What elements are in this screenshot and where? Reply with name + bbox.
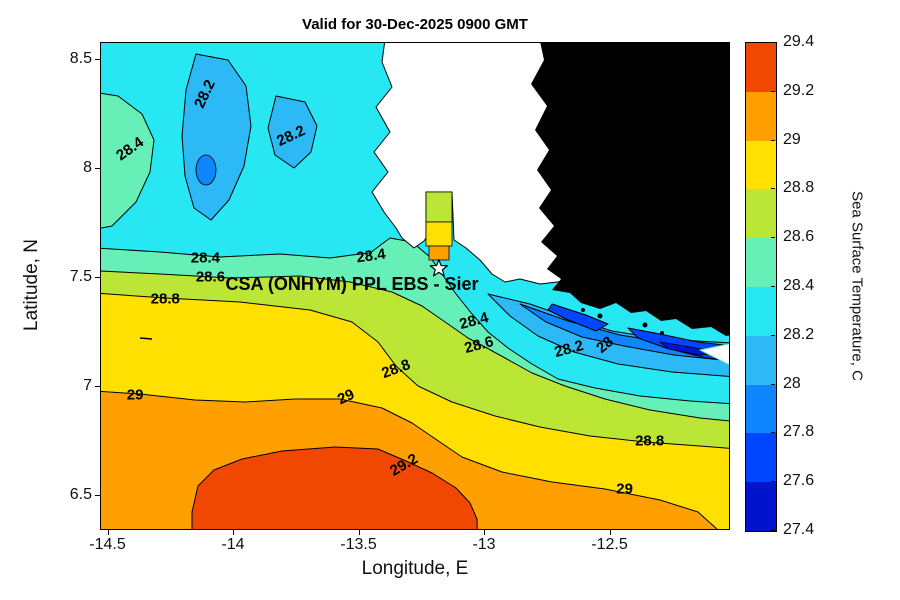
corner-region-28-4	[100, 92, 155, 229]
colorbar-tick-mark	[771, 383, 775, 385]
colorbar-tick-label: 27.6	[783, 472, 815, 490]
contour-label: 28.8	[150, 290, 180, 308]
colorbar-tick-label: 29	[783, 130, 801, 148]
y-tick-label: 8.5	[69, 50, 92, 68]
contour-label: 28.8	[635, 432, 665, 450]
colorbar-segment	[746, 433, 776, 483]
colorbar-tick-mark	[771, 237, 775, 239]
cool-blob-a-core	[195, 154, 217, 186]
x-tick-label: -12.5	[591, 536, 628, 553]
land-islet	[660, 331, 664, 335]
x-tick-mark	[107, 530, 109, 535]
colorbar-tick-mark	[771, 188, 775, 190]
x-tick-mark	[233, 530, 235, 535]
tiny-contour-speck	[139, 337, 153, 340]
colorbar-segment	[746, 238, 776, 287]
contour-label: 28.4	[355, 245, 387, 266]
x-tick-mark	[484, 530, 486, 535]
figure-title: Valid for 30-Dec-2025 0900 GMT	[302, 16, 528, 33]
x-tick-label: -14	[221, 536, 245, 553]
colorbar-tick-label: 27.8	[783, 423, 815, 441]
colorbar-tick-mark	[771, 530, 775, 531]
colorbar-segment	[746, 189, 776, 239]
colorbar-tick-mark	[771, 432, 775, 434]
colorbar-segment	[746, 287, 776, 336]
contour-label: 29	[126, 386, 144, 404]
colorbar-tick-label: 29.4	[783, 33, 815, 50]
colorbar-segment	[746, 43, 776, 92]
land-mask	[531, 42, 730, 336]
contour-label: 29	[616, 480, 633, 498]
colorbar-tick-label: 29.2	[783, 81, 815, 99]
y-tick-mark	[95, 168, 100, 170]
x-tick-mark	[609, 530, 611, 535]
colorbar-tick-mark	[771, 42, 775, 43]
colorbar-tick-label: 27.4	[783, 521, 815, 538]
y-tick-label: 7	[83, 377, 92, 395]
map-annotation: CSA (ONHYM) PPL EBS - Sier	[225, 274, 478, 294]
strip-band-28-8	[425, 221, 453, 247]
x-tick-mark	[358, 530, 360, 535]
colorbar-tick-mark	[771, 334, 775, 336]
y-tick-label: 7.5	[69, 268, 92, 286]
strip-band-29	[428, 245, 450, 261]
region-below-27-8-b	[547, 303, 609, 332]
colorbar-segment	[746, 335, 776, 385]
no-data-wedge	[699, 343, 730, 366]
strip-band-28-6	[425, 191, 453, 223]
colorbar-tick-mark	[771, 139, 775, 141]
contour-label: 28.4	[190, 249, 221, 267]
x-tick-label: -13.5	[340, 536, 377, 553]
sst-contour-map: CSA (ONHYM) PPL EBS - Sier	[100, 42, 730, 530]
y-tick-label: 6.5	[69, 486, 92, 504]
plot-border	[100, 42, 730, 530]
x-tick-label: -13	[472, 536, 496, 553]
colorbar-tick-mark	[771, 286, 775, 287]
colorbar-segment	[746, 384, 776, 434]
y-tick-label: 8	[83, 159, 92, 177]
colorbar	[745, 42, 777, 532]
cool-blob-b	[267, 95, 318, 169]
colorbar-segment	[746, 140, 776, 190]
colorbar-segment	[746, 482, 776, 531]
colorbar-tick-mark	[771, 481, 775, 483]
colorbar-label: Sea Surface Temperature, C	[848, 191, 866, 381]
plot-area: CSA (ONHYM) PPL EBS - Sier	[100, 42, 730, 530]
y-tick-mark	[95, 386, 100, 388]
land-islet	[642, 322, 648, 328]
colorbar-segment	[746, 91, 776, 141]
colorbar-tick-label: 28.8	[783, 179, 815, 197]
colorbar-tick-label: 28.6	[783, 228, 815, 246]
no-data-region	[371, 42, 567, 285]
station-star-icon	[429, 258, 449, 277]
y-tick-mark	[95, 277, 100, 279]
colorbar-tick-label: 28.4	[783, 277, 815, 294]
y-tick-mark	[95, 495, 100, 497]
y-tick-mark	[95, 59, 100, 61]
land-islet	[581, 308, 585, 312]
land-islet	[597, 313, 603, 319]
colorbar-tick-mark	[771, 90, 775, 92]
region-above-29-2	[191, 446, 478, 530]
x-axis-label: Longitude, E	[361, 558, 469, 579]
colorbar-tick-label: 28.2	[783, 325, 815, 343]
colorbar-tick-label: 28	[783, 374, 801, 392]
contour-label: 28.6	[195, 268, 226, 286]
x-tick-label: -14.5	[89, 536, 126, 553]
